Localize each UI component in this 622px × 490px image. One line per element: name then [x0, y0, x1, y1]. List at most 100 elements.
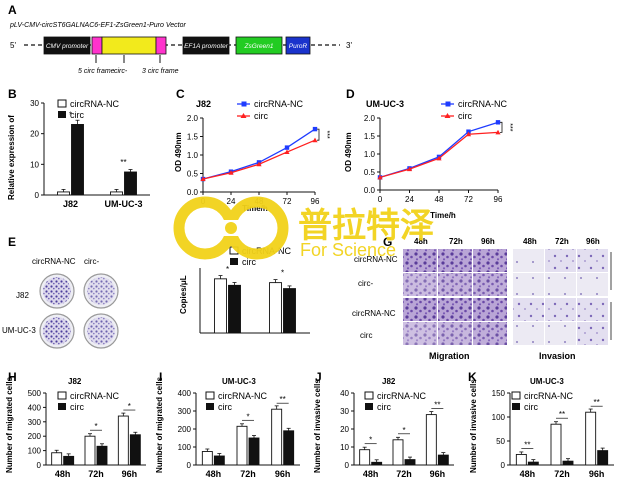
vector-box-2: [101, 36, 157, 55]
b-xtick-label-0: J82: [63, 199, 78, 209]
c-point-0-3: [284, 145, 290, 150]
g-row-label-3: circRNA-NC: [352, 309, 396, 318]
b-xtick-label-1: UM-UC-3: [105, 199, 143, 209]
g-row-label-2: circ-: [358, 279, 373, 288]
d-legend-nc: circRNA-NC: [458, 99, 507, 109]
b-ytick-label-3: 30: [30, 99, 39, 108]
e-col-label-nc: circRNA-NC: [32, 257, 76, 266]
j-ytick-label-3: 30: [340, 407, 349, 416]
e-col-label-circ: circ-: [84, 257, 99, 266]
j-sig-0: *: [369, 436, 372, 445]
i-bar-0-circ: [213, 455, 225, 466]
j-sig-1: *: [402, 426, 405, 435]
chart-i: 0 100 200 300 400 48h 72h * 96h **: [178, 389, 300, 479]
h-ytick-label-5: 500: [28, 389, 42, 398]
h-bar-0-circ: [63, 455, 75, 466]
panel-letter-e: E: [8, 235, 16, 249]
f-sig-1: *: [281, 269, 284, 278]
e-row-label-umuc3: UM-UC-3: [2, 326, 36, 335]
j-bar-1-nc: [392, 439, 404, 466]
e-row-label-j82: J82: [16, 291, 29, 300]
k-title: UM-UC-3: [530, 377, 564, 386]
f-ylabel: Copies/μL: [179, 275, 188, 314]
watermark-logo-icon: [173, 196, 289, 260]
i-ytick-label-4: 400: [178, 389, 192, 398]
i-bar-1-nc: [236, 425, 248, 466]
d-xtick-label-2: 48: [435, 195, 444, 204]
c-sig: ***: [323, 131, 330, 139]
panel-c: C J82 OD 490nm Time/h 0.00.51.01.52.00 24…: [174, 87, 330, 213]
h-ytick-label-4: 400: [28, 403, 42, 412]
k-ylabel: Number of invasive cells: [469, 379, 478, 473]
h-bar-2-nc: [117, 415, 129, 466]
j-xtick-label-2: 96h: [430, 469, 446, 479]
g-row-label-4: circ: [360, 331, 372, 340]
j-bar-0-circ: [371, 461, 383, 466]
f-sig-0: *: [226, 265, 229, 274]
f-legend-swatch-circ: [230, 258, 238, 265]
panel-letter-k: K: [468, 370, 477, 384]
j-bar-1-circ: [404, 459, 416, 466]
k-ytick-label-2: 100: [492, 413, 506, 422]
d-ytick-label-4: 2.0: [364, 114, 376, 123]
d-point-1-4: [495, 129, 501, 135]
h-xtick-label-1: 72h: [88, 469, 104, 479]
i-title: UM-UC-3: [222, 377, 256, 386]
end-3-label: 3': [346, 41, 352, 50]
panel-k: K UM-UC-3 Number of invasive cells 0 50 10…: [468, 370, 614, 479]
c-ytick-label-2: 1.0: [187, 151, 199, 160]
d-point-1-0: [377, 174, 383, 180]
g-time-72h-mig: 72h: [449, 237, 463, 246]
b-ytick-label-1: 10: [30, 160, 39, 169]
d-xtick-label-1: 24: [405, 195, 414, 204]
d-point-1-2: [436, 155, 442, 161]
h-bar-0-nc: [51, 452, 63, 466]
i-xtick-label-1: 72h: [240, 469, 256, 479]
c-series-1-line: [202, 139, 316, 180]
vector-box-5: [235, 36, 283, 55]
b-ytick-label-2: 20: [30, 130, 39, 139]
j-xtick-label-0: 48h: [363, 469, 379, 479]
panel-letter-c: C: [176, 87, 185, 101]
b-ylabel: Relative expression of: [7, 115, 16, 200]
d-xtick-label-4: 96: [494, 195, 503, 204]
j-ytick-label-0: 0: [345, 461, 350, 470]
h-bar-1-circ: [96, 445, 108, 466]
chart-f: * *: [199, 265, 310, 334]
c-ytick-label-3: 1.5: [187, 133, 199, 142]
vector-box-label-0: CMV promoter: [46, 43, 89, 50]
c-point-1-1: [228, 170, 234, 175]
annot-3-circ-frame: 3 circ frame: [142, 68, 179, 75]
h-legend-nc: circRNA-NC: [70, 391, 119, 401]
vector-box-4: [182, 36, 230, 55]
c-title: J82: [196, 99, 211, 109]
c-point-0-4: [312, 126, 318, 132]
i-bar-2-circ: [283, 430, 295, 466]
watermark-en: For Science: [300, 240, 396, 260]
k-bar-0-nc: [515, 453, 527, 466]
i-ytick-label-1: 100: [178, 443, 192, 452]
panel-i: I UM-UC-3 Number of migrated cells 0 100 2…: [155, 370, 300, 479]
h-ytick-label-3: 300: [28, 418, 42, 427]
watermark: 普拉特泽 For Science: [173, 196, 434, 260]
b-legend-nc: circRNA-NC: [70, 99, 119, 109]
chart-k: 0 50 100 150 48h ** 72h ** 96h **: [492, 389, 614, 479]
c-series-0-line: [202, 128, 316, 180]
d-ytick-label-0: 0.0: [364, 186, 376, 195]
k-legend-swatch-nc: [511, 391, 521, 400]
chart-j: 0 10 20 30 40 48h * 72h * 96h **: [340, 389, 454, 479]
j-ytick-label-1: 10: [340, 443, 349, 452]
d-legend-circ: circ: [458, 111, 472, 121]
d-series-0-line: [379, 121, 499, 179]
annot-5-circ-frame: 5 circ frame: [78, 68, 115, 75]
h-sig-1: *: [94, 422, 97, 431]
panel-d: D UM-UC-3 OD 490nm Time/h 0.0 0.5 1.0 1.5 2.…: [344, 87, 513, 220]
g-time-96h-mig: 96h: [481, 237, 495, 246]
vector-elements: CMV promoter EF1A promoter ZsGreen1 PuroR: [43, 36, 311, 55]
vector-box-3: [155, 36, 167, 55]
j-legend-swatch-circ: [365, 403, 373, 410]
b-bar-1-nc: [110, 191, 123, 196]
c-ylabel: OD 490nm: [174, 132, 183, 172]
chart-d: 0.0 0.5 1.0 1.5 2.0 0 24 48 72 96 ***: [364, 114, 513, 204]
i-legend-swatch-circ: [206, 403, 214, 410]
